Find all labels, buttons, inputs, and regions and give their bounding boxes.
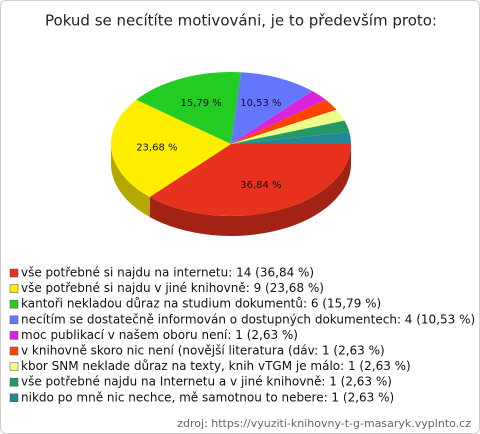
legend-label: kantoři nekladou důraz na studium dokume… [21, 297, 381, 311]
legend-label: nikdo po mně nic nechce, mě samotnou to … [21, 390, 394, 404]
slice-label: 15,79 % [180, 98, 221, 109]
legend-label: vše potřebné si najdu na internetu: 14 (… [21, 266, 314, 280]
legend-swatch [9, 284, 19, 293]
slice [231, 72, 313, 144]
chart-title: Pokud se necítíte motivováni, je to před… [45, 12, 437, 30]
legend-label: v knihovně skoro nic není (novější liter… [21, 344, 385, 358]
slice-label: 23,68 % [136, 143, 177, 154]
slice [231, 109, 345, 144]
legend-swatch [9, 393, 19, 403]
slice [231, 99, 337, 144]
legend-label: vše potřebné najdu na Internetu a v jiné… [21, 375, 392, 389]
slice [111, 99, 231, 197]
slice [231, 91, 326, 144]
legend-swatch [9, 299, 19, 309]
slice-side [149, 144, 351, 236]
legend-label: necítím se dostatečně informován o dostu… [21, 312, 475, 326]
slice [231, 120, 350, 144]
slice-side [111, 144, 150, 217]
slice [149, 144, 351, 217]
legend-swatch [9, 315, 19, 325]
legend-swatch [9, 268, 19, 278]
legend-swatch [9, 331, 19, 340]
legend-label: moc publikací v našem oboru není: 1 (2,6… [21, 328, 298, 342]
legend-label: kbor SNM neklade důraz na texty, knih vT… [21, 359, 411, 373]
slice-label: 10,53 % [240, 98, 281, 109]
legend-swatch [9, 346, 19, 356]
legend-swatch [9, 377, 19, 387]
slice [136, 72, 241, 144]
slice [231, 132, 351, 144]
legend-swatch [9, 362, 19, 371]
source-note: zdroj: https://vyuziti-knihovny-t-g-masa… [177, 417, 471, 430]
slice-label: 36,84 % [240, 180, 281, 191]
legend-label: vše potřebné si najdu v jiné knihovně: 9… [21, 281, 324, 295]
